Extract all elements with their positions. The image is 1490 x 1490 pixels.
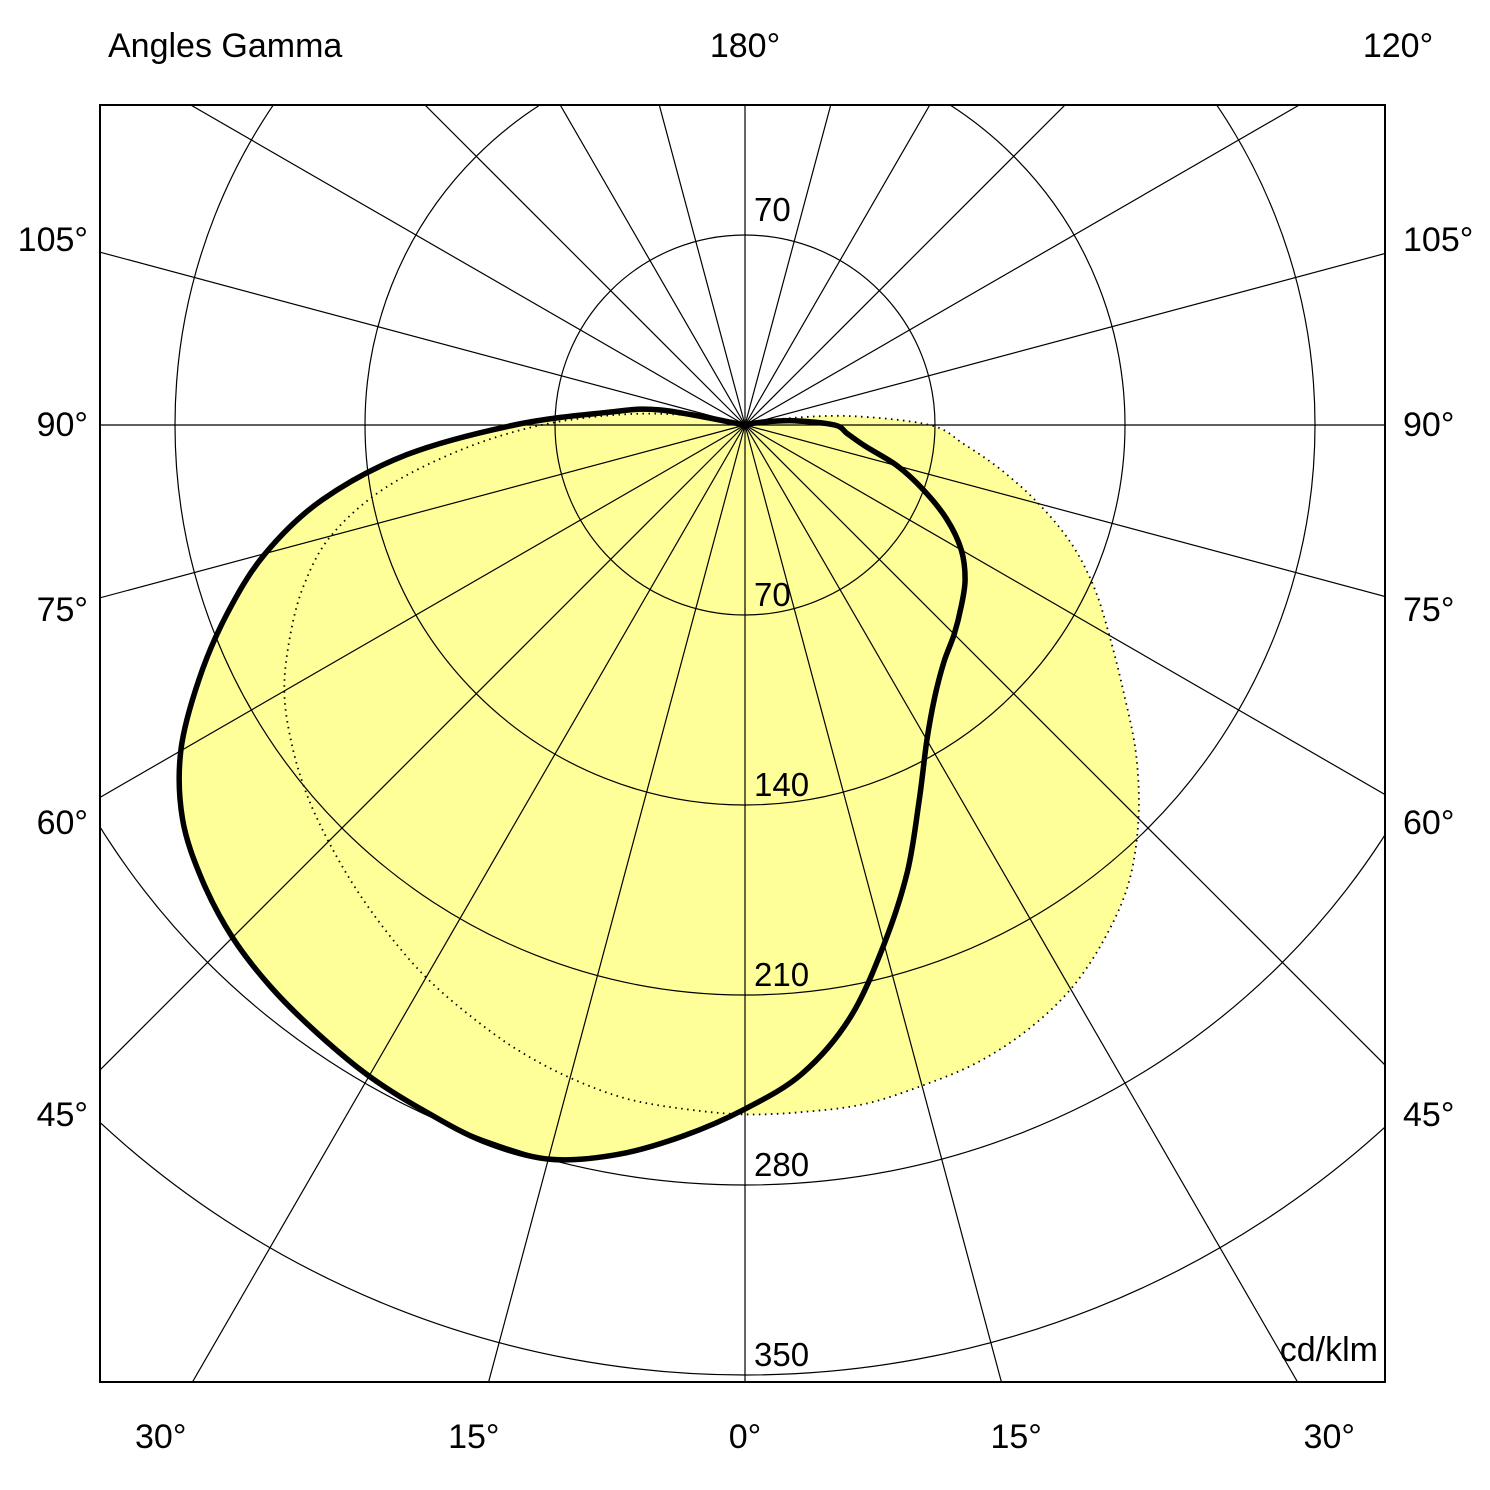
radial-tick-label: 280 [754,1146,809,1183]
gamma-label-top-120: 120° [1362,27,1434,65]
gamma-label-right-60: 60° [1403,804,1455,843]
gamma-label-bottom-0: 0° [728,1418,762,1456]
gamma-label-left-90: 90° [36,406,88,444]
gamma-label-left-75: 75° [36,590,88,629]
gamma-label-left-45: 45° [36,1096,88,1134]
gamma-label-right-105: 105° [1403,221,1474,260]
plot-frame [99,104,1386,1383]
distribution-curve-solid [176,406,968,1163]
gamma-label-right-45: 45° [1403,1096,1455,1134]
unit-label: cd/klm [1279,1331,1378,1369]
radial-tick-label: 350 [754,1336,809,1373]
gamma-label-right-90: 90° [1403,406,1455,444]
gamma-label-bottom-15: 15° [448,1418,500,1456]
gamma-label-bottom-30: 30° [1303,1418,1355,1456]
gamma-label-left-105: 105° [17,221,88,260]
gamma-label-bottom-15: 15° [990,1418,1042,1456]
radial-tick-label: 70 [754,576,791,613]
radial-tick-label: 210 [754,956,809,993]
gamma-label-right-75: 75° [1403,590,1455,629]
gamma-label-top-180: 180° [709,27,781,65]
gamma-label-left-60: 60° [36,804,88,843]
radial-tick-label: 70 [754,191,791,228]
diagram-title: Angles Gamma [108,27,343,65]
radial-tick-label: 140 [754,766,809,803]
gamma-label-bottom-30: 30° [135,1418,187,1456]
